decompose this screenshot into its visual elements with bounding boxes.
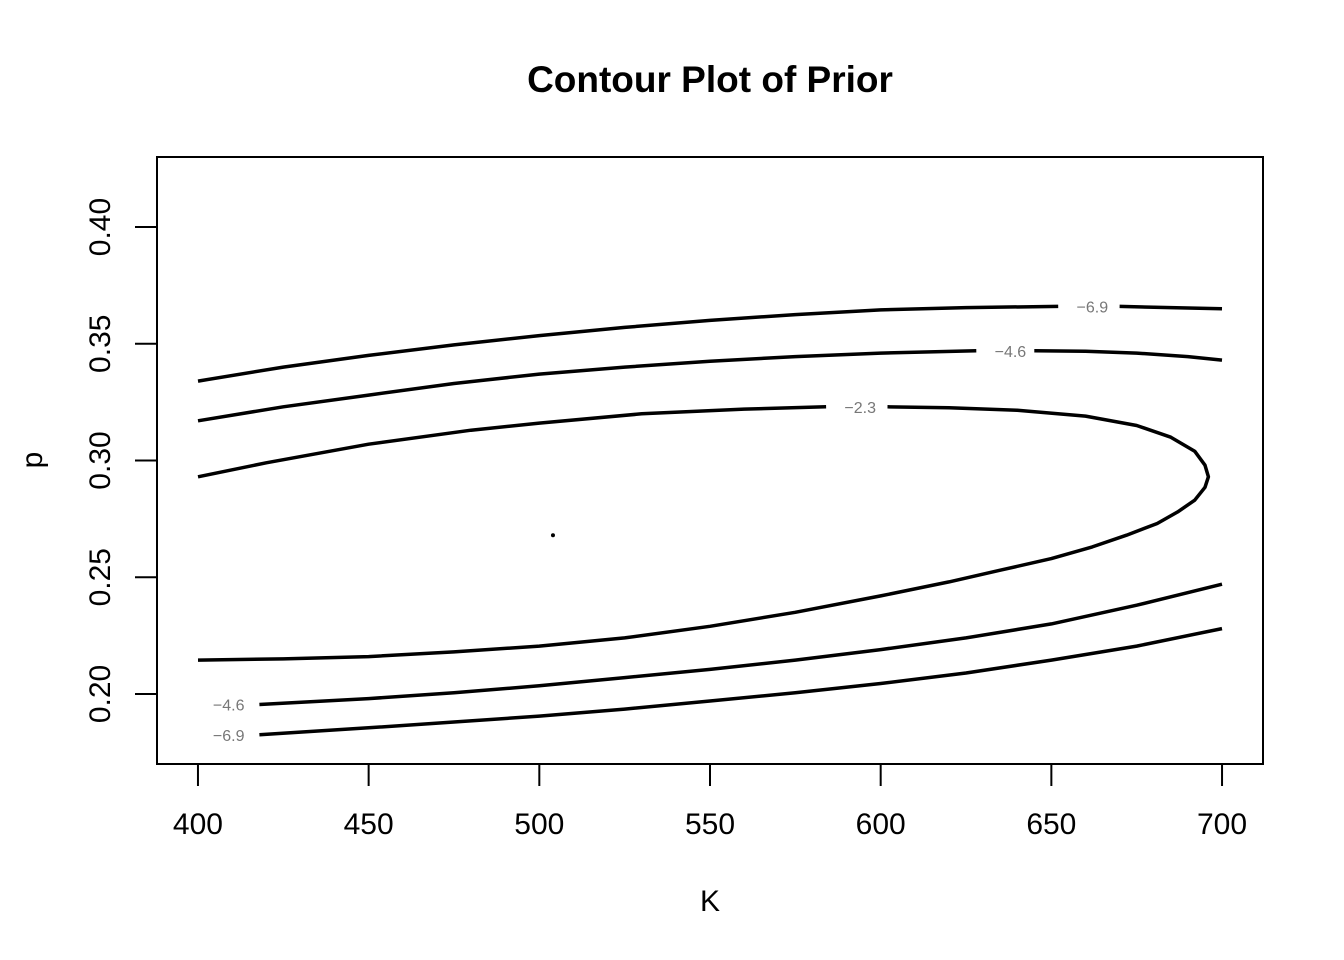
contour-line xyxy=(1119,304,1223,311)
x-tick-label: 650 xyxy=(1026,808,1076,841)
contour-lines xyxy=(197,304,1223,737)
x-tick-label: 500 xyxy=(514,808,564,841)
contour-line xyxy=(197,304,1059,383)
chart-title: Contour Plot of Prior xyxy=(527,59,893,100)
center-point xyxy=(550,533,555,538)
y-axis-title: p xyxy=(16,452,49,469)
contour-line xyxy=(1034,349,1223,362)
y-tick-label: 0.25 xyxy=(84,548,117,606)
x-axis: 400 450 500 550 600 650 700 xyxy=(173,763,1247,841)
x-tick-label: 700 xyxy=(1197,808,1247,841)
contour-line xyxy=(197,405,1211,662)
contour-label: −6.9 xyxy=(213,728,245,745)
x-axis-title: K xyxy=(700,885,720,918)
contour-label: −6.9 xyxy=(1077,299,1109,316)
y-axis: 0.20 0.25 0.30 0.35 0.40 xyxy=(84,198,158,723)
y-tick-label: 0.30 xyxy=(84,431,117,489)
x-tick-label: 550 xyxy=(685,808,735,841)
contour-label: −4.6 xyxy=(995,344,1027,361)
contour-line xyxy=(197,405,827,479)
plot-frame xyxy=(156,156,1264,765)
x-tick-label: 400 xyxy=(173,808,223,841)
contour-label: −4.6 xyxy=(213,697,245,714)
contour-line xyxy=(197,349,977,423)
contour-labels: −2.3 −4.6 −4.6 −6.9 −6.9 xyxy=(213,299,1108,744)
x-tick-label: 600 xyxy=(856,808,906,841)
x-tick-label: 450 xyxy=(344,808,394,841)
y-tick-label: 0.40 xyxy=(84,198,117,256)
contour-line xyxy=(259,626,1223,737)
contour-label: −2.3 xyxy=(844,400,876,417)
contour-line xyxy=(259,582,1223,707)
y-tick-label: 0.35 xyxy=(84,315,117,373)
y-tick-label: 0.20 xyxy=(84,665,117,723)
